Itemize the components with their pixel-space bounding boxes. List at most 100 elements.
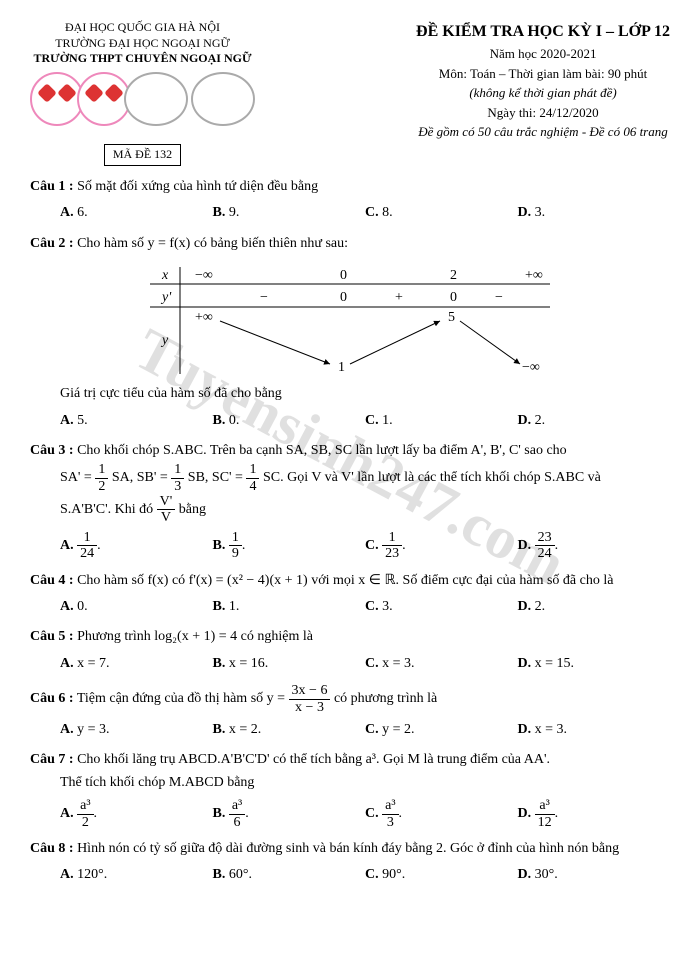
q2-opt-c: C. 1. bbox=[365, 410, 518, 432]
q5-opt-d: D. x = 15. bbox=[518, 653, 671, 675]
q1-label: Câu 1 : bbox=[30, 179, 74, 194]
q3-opt-b: B. 19. bbox=[213, 530, 366, 562]
svg-text:−: − bbox=[260, 290, 268, 305]
q4-opt-a: A. 0. bbox=[60, 596, 213, 618]
q1-opt-b: B. 9. bbox=[213, 202, 366, 224]
exam-date: Ngày thi: 24/12/2020 bbox=[416, 103, 670, 123]
q7-opt-d: D. a³12. bbox=[518, 798, 671, 830]
q2-opt-d: D. 2. bbox=[518, 410, 671, 432]
q4-opt-d: D. 2. bbox=[518, 596, 671, 618]
laughing-emoji-icon bbox=[124, 72, 188, 126]
q1-opt-d: D. 3. bbox=[518, 202, 671, 224]
heart-eyes-emoji-icon bbox=[77, 72, 131, 126]
q3-line3: S.A'B'C'. Khi đó V'V bằng bbox=[60, 494, 670, 526]
sticker-row bbox=[30, 72, 255, 131]
q6-text1: Tiệm cận đứng của đồ thị hàm số y = bbox=[77, 691, 289, 706]
svg-text:+∞: +∞ bbox=[525, 268, 543, 283]
q1-text: Số mặt đối xứng của hình tứ diện đều bằn… bbox=[77, 179, 318, 194]
svg-text:0: 0 bbox=[450, 290, 457, 305]
svg-text:+∞: +∞ bbox=[195, 310, 213, 325]
svg-text:x: x bbox=[161, 268, 169, 283]
q4-opt-b: B. 1. bbox=[213, 596, 366, 618]
q3-label: Câu 3 : bbox=[30, 443, 74, 458]
svg-text:−∞: −∞ bbox=[195, 268, 213, 283]
q6-label: Câu 6 : bbox=[30, 691, 74, 706]
svg-text:y: y bbox=[160, 333, 169, 348]
q5-opt-c: C. x = 3. bbox=[365, 653, 518, 675]
q4-options: A. 0. B. 1. C. 3. D. 2. bbox=[60, 596, 670, 618]
q2-opt-b: B. 0. bbox=[213, 410, 366, 432]
q6-opt-a: A. y = 3. bbox=[60, 719, 213, 741]
q2-text: Cho hàm số y = f(x) có bảng biến thiên n… bbox=[77, 236, 348, 251]
q8-label: Câu 8 : bbox=[30, 841, 74, 856]
q4-text: Cho hàm số f(x) có f'(x) = (x² − 4)(x + … bbox=[77, 573, 613, 588]
q3-text1: Cho khối chóp S.ABC. Trên ba cạnh SA, SB… bbox=[77, 443, 567, 458]
question-6: Câu 6 : Tiệm cận đứng của đồ thị hàm số … bbox=[30, 683, 670, 741]
svg-text:y': y' bbox=[160, 290, 172, 305]
question-7: Câu 7 : Cho khối lăng trụ ABCD.A'B'C'D' … bbox=[30, 749, 670, 830]
q7-label: Câu 7 : bbox=[30, 752, 74, 767]
frac-quarter: 14 bbox=[246, 462, 259, 494]
q5-opt-a: A. x = 7. bbox=[60, 653, 213, 675]
q5-text: Phương trình log₂(x + 1) = 4 có nghiệm l… bbox=[77, 629, 313, 644]
q6-opt-b: B. x = 2. bbox=[213, 719, 366, 741]
question-8: Câu 8 : Hình nón có tỷ số giữa độ dài đư… bbox=[30, 838, 670, 887]
q2-label: Câu 2 : bbox=[30, 236, 74, 251]
q3-opt-c: C. 123. bbox=[365, 530, 518, 562]
university-line-3: TRƯỜNG THPT CHUYÊN NGOẠI NGỮ bbox=[30, 51, 255, 67]
q2-text2: Giá trị cực tiểu của hàm số đã cho bằng bbox=[60, 383, 670, 405]
q7-text2: Thể tích khối chóp M.ABCD bằng bbox=[60, 772, 670, 794]
q3-opt-a: A. 124. bbox=[60, 530, 213, 562]
q3-line2: SA' = 12 SA, SB' = 13 SB, SC' = 14 SC. G… bbox=[60, 462, 670, 494]
svg-text:0: 0 bbox=[340, 268, 347, 283]
q8-opt-d: D. 30°. bbox=[518, 864, 671, 886]
document-header: ĐẠI HỌC QUỐC GIA HÀ NỘI TRƯỜNG ĐẠI HỌC N… bbox=[30, 20, 670, 166]
q6-opt-c: C. y = 2. bbox=[365, 719, 518, 741]
frac-third: 13 bbox=[171, 462, 184, 494]
q1-options: A. 6. B. 9. C. 8. D. 3. bbox=[60, 202, 670, 224]
q8-opt-b: B. 60°. bbox=[213, 864, 366, 886]
question-5: Câu 5 : Phương trình log₂(x + 1) = 4 có … bbox=[30, 626, 670, 675]
q7-opt-b: B. a³6. bbox=[213, 798, 366, 830]
svg-text:5: 5 bbox=[448, 310, 455, 325]
q6-opt-d: D. x = 3. bbox=[518, 719, 671, 741]
subject-line: Môn: Toán – Thời gian làm bài: 90 phút bbox=[416, 64, 670, 84]
q5-label: Câu 5 : bbox=[30, 629, 74, 644]
kissing-emoji-icon bbox=[191, 72, 255, 126]
q3-options: A. 124. B. 19. C. 123. D. 2324. bbox=[60, 530, 670, 562]
university-line-2: TRƯỜNG ĐẠI HỌC NGOẠI NGỮ bbox=[30, 36, 255, 52]
university-line-1: ĐẠI HỌC QUỐC GIA HÀ NỘI bbox=[30, 20, 255, 36]
q7-opt-c: C. a³3. bbox=[365, 798, 518, 830]
q3-opt-d: D. 2324. bbox=[518, 530, 671, 562]
q8-opt-c: C. 90°. bbox=[365, 864, 518, 886]
q7-opt-a: A. a³2. bbox=[60, 798, 213, 830]
q5-opt-b: B. x = 16. bbox=[213, 653, 366, 675]
svg-text:+: + bbox=[395, 290, 403, 305]
question-2: Câu 2 : Cho hàm số y = f(x) có bảng biến… bbox=[30, 233, 670, 432]
svg-text:0: 0 bbox=[340, 290, 347, 305]
school-year: Năm học 2020-2021 bbox=[416, 44, 670, 64]
q7-text1: Cho khối lăng trụ ABCD.A'B'C'D' có thể t… bbox=[77, 752, 550, 767]
q7-options: A. a³2. B. a³6. C. a³3. D. a³12. bbox=[60, 798, 670, 830]
q8-options: A. 120°. B. 60°. C. 90°. D. 30°. bbox=[60, 864, 670, 886]
q4-opt-c: C. 3. bbox=[365, 596, 518, 618]
heart-eyes-emoji-icon bbox=[30, 72, 84, 126]
q4-label: Câu 4 : bbox=[30, 573, 74, 588]
frac-vratio: V'V bbox=[157, 494, 176, 526]
exam-info: Đề gồm có 50 câu trắc nghiệm - Đề có 06 … bbox=[416, 122, 670, 142]
svg-text:1: 1 bbox=[338, 360, 345, 375]
svg-text:2: 2 bbox=[450, 268, 457, 283]
question-4: Câu 4 : Cho hàm số f(x) có f'(x) = (x² −… bbox=[30, 570, 670, 619]
header-right: ĐỀ KIỂM TRA HỌC KỲ I – LỚP 12 Năm học 20… bbox=[416, 20, 670, 166]
q2-options: A. 5. B. 0. C. 1. D. 2. bbox=[60, 410, 670, 432]
time-note: (không kể thời gian phát đề) bbox=[416, 83, 670, 103]
exam-code-box: MÃ ĐỀ 132 bbox=[104, 144, 181, 166]
q6-options: A. y = 3. B. x = 2. C. y = 2. D. x = 3. bbox=[60, 719, 670, 741]
q8-text: Hình nón có tỷ số giữa độ dài đường sinh… bbox=[77, 841, 619, 856]
svg-text:−: − bbox=[495, 290, 503, 305]
frac-half: 12 bbox=[95, 462, 108, 494]
variation-table: x −∞ 0 2 +∞ y' − 0 + 0 − y +∞ 1 5 −∞ bbox=[140, 259, 560, 379]
q1-opt-c: C. 8. bbox=[365, 202, 518, 224]
q1-opt-a: A. 6. bbox=[60, 202, 213, 224]
q2-opt-a: A. 5. bbox=[60, 410, 213, 432]
